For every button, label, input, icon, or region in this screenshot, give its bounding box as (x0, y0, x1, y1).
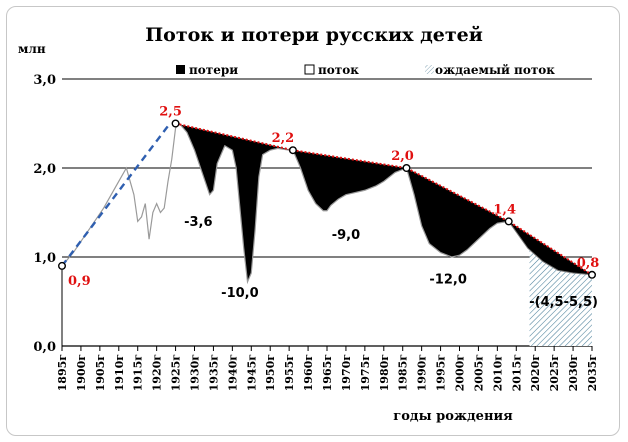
legend: потери поток ождаемый поток (176, 63, 555, 77)
x-tick-label: 1985г (397, 354, 410, 392)
x-tick-label: 1900г (75, 354, 88, 392)
legend-label-losses: потери (189, 63, 238, 77)
data-label-5: 0,8 (577, 256, 600, 271)
x-tick-label: 1910г (113, 354, 126, 392)
data-points (58, 119, 597, 279)
y-tick-label: 0,0 (33, 340, 56, 355)
actual-flow-line (61, 122, 509, 285)
data-point-2 (288, 146, 297, 155)
plot-areas (175, 123, 592, 346)
x-tick-label: 1935г (207, 354, 220, 392)
data-point-4 (504, 217, 513, 226)
x-tick-label: 2035г (586, 354, 599, 392)
expected-flow-line (508, 221, 593, 276)
y-axis-ticks: 0,0 1,0 2,0 3,0 (33, 73, 56, 355)
loss-label-0: -3,6 (184, 215, 212, 230)
data-point-1 (171, 119, 180, 128)
x-tick-label: 2010г (491, 354, 504, 392)
legend-label-expected: ождаемый поток (435, 63, 555, 77)
x-tick-label: 2030г (567, 354, 580, 392)
y-tick-label: 2,0 (33, 162, 56, 177)
data-label-2: 2,2 (272, 131, 295, 146)
legend-swatch-expected (425, 65, 434, 74)
early-trend-line (61, 122, 171, 267)
x-tick-label: 1945г (245, 354, 258, 392)
data-label-1: 2,5 (159, 105, 182, 120)
legend-swatch-flow (304, 64, 315, 75)
x-tick-label: 1940г (226, 354, 239, 392)
x-tick-label: 1920г (151, 354, 164, 392)
x-tick-label: 1950г (264, 354, 277, 392)
x-tick-label: 1975г (359, 354, 372, 392)
y-tick-label: 1,0 (33, 251, 56, 266)
data-point-0 (58, 261, 67, 270)
data-point-3 (402, 163, 411, 172)
plot-lines (61, 122, 593, 285)
x-tick-label: 1905г (94, 354, 107, 392)
potential-flow-line (175, 122, 593, 276)
x-axis-ticks: 1895г 1900г 1905г 1910г 1915г 1920г 1925г 1930г… (56, 346, 599, 391)
data-point-5 (588, 270, 597, 279)
data-labels: 0,9 2,5 2,2 2,0 1,4 0,8 (68, 105, 599, 289)
future-loss-area (508, 221, 592, 275)
x-tick-label: 1965г (321, 354, 334, 392)
x-axis-label: годы рождения (393, 409, 513, 424)
loss-labels: -3,6 -10,0 -9,0 -12,0 -(4,5-5,5) (184, 215, 598, 310)
loss-label-2: -9,0 (332, 228, 360, 243)
data-label-0: 0,9 (68, 274, 91, 289)
x-tick-label: 1955г (283, 354, 296, 392)
x-tick-label: 1930г (189, 354, 202, 392)
x-tick-label: 2000г (454, 354, 467, 392)
legend-swatch-losses (176, 65, 185, 74)
x-tick-label: 1895г (56, 354, 69, 392)
x-tick-label: 2025г (548, 354, 561, 392)
data-label-3: 2,0 (391, 149, 414, 164)
x-tick-label: 1995г (435, 354, 448, 392)
chart-title: Поток и потери русских детей (145, 24, 483, 46)
x-tick-label: 1980г (378, 354, 391, 392)
x-tick-label: 1990г (416, 354, 429, 392)
x-tick-label: 2005г (472, 354, 485, 392)
x-tick-label: 2020г (529, 354, 542, 392)
legend-label-flow: поток (318, 63, 359, 77)
x-tick-label: 1925г (170, 354, 183, 392)
chart-frame (6, 6, 620, 436)
x-tick-label: 1960г (302, 354, 315, 392)
y-axis-unit: млн (18, 42, 46, 56)
loss-label-3: -12,0 (429, 273, 466, 288)
x-tick-label: 2015г (510, 354, 523, 392)
x-tick-label: 1970г (340, 354, 353, 392)
y-tick-label: 3,0 (33, 73, 56, 88)
loss-area (175, 123, 509, 282)
loss-label-1: -10,0 (221, 286, 258, 301)
data-label-4: 1,4 (493, 202, 516, 217)
loss-label-4: -(4,5-5,5) (529, 295, 598, 310)
x-tick-label: 1915г (132, 354, 145, 392)
